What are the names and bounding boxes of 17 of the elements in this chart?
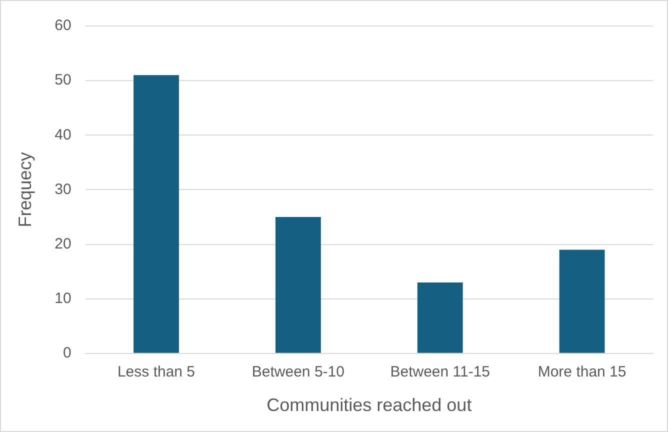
x-axis-title: Communities reached out [266,395,472,416]
y-tick-label: 20 [54,235,72,252]
bar [417,282,463,353]
y-tick-label: 60 [54,17,72,34]
bar [275,216,321,353]
bar [559,250,605,353]
y-tick-label: 50 [54,72,72,89]
bar [134,75,179,353]
y-tick-label: 0 [62,344,72,362]
y-tick-label: 30 [54,180,72,198]
y-tick-label: 10 [54,290,72,307]
y-tick-label: 40 [54,126,72,144]
x-tick-label: Between 11-15 [390,364,490,381]
x-tick-label: More than 15 [538,364,626,381]
y-axis-title: Frequecy [14,152,35,228]
x-tick-label: Less than 5 [117,364,196,381]
x-tick-label: Between 5-10 [252,364,344,381]
